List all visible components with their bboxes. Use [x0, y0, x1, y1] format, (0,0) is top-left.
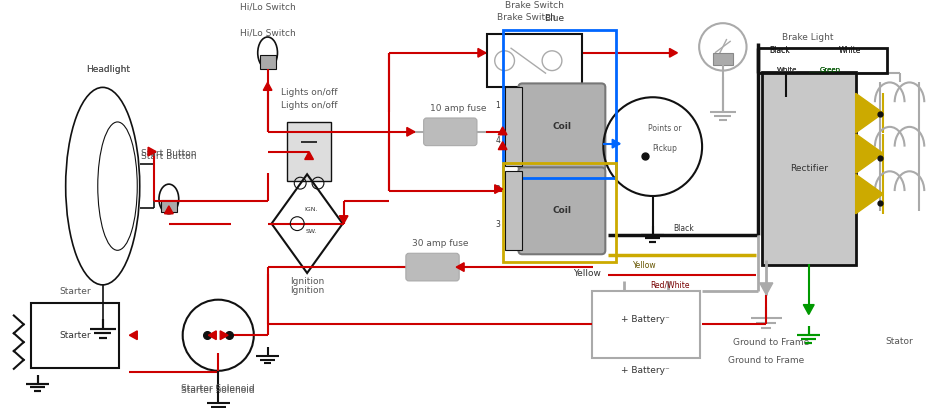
Polygon shape	[263, 83, 272, 90]
Polygon shape	[718, 56, 727, 65]
Text: Lights on/off: Lights on/off	[281, 88, 337, 97]
Text: Lights on/off: Lights on/off	[281, 101, 337, 110]
Polygon shape	[759, 283, 773, 295]
Polygon shape	[856, 134, 884, 173]
Bar	[287, 122, 331, 181]
Text: Start Button: Start Button	[141, 149, 197, 158]
Text: White: White	[839, 46, 862, 55]
Text: Rectifier: Rectifier	[790, 164, 828, 173]
Text: Blue: Blue	[544, 14, 564, 23]
Bar	[30, 303, 119, 368]
Text: Black: Black	[769, 46, 790, 55]
Text: Green: Green	[820, 67, 841, 73]
Text: White: White	[777, 67, 797, 73]
Text: + Battery⁻: + Battery⁻	[621, 366, 670, 375]
Text: Brake Light: Brake Light	[782, 32, 833, 41]
Text: Stator: Stator	[885, 337, 914, 346]
Text: Hi/Lo Switch: Hi/Lo Switch	[240, 29, 295, 38]
Text: SW.: SW.	[306, 229, 316, 234]
Polygon shape	[856, 174, 884, 214]
Text: Brake Switch: Brake Switch	[497, 13, 556, 22]
Text: Starter: Starter	[60, 287, 91, 296]
Bar	[759, 48, 886, 72]
Text: Coil: Coil	[552, 122, 571, 131]
Text: 30 amp fuse: 30 amp fuse	[412, 239, 469, 248]
Bar	[592, 291, 700, 358]
Polygon shape	[498, 127, 507, 135]
Polygon shape	[478, 48, 486, 57]
Polygon shape	[339, 216, 348, 224]
Polygon shape	[148, 147, 156, 156]
FancyBboxPatch shape	[406, 253, 459, 281]
Bar	[487, 34, 581, 88]
Bar	[161, 200, 177, 212]
Text: + Battery⁻: + Battery⁻	[621, 315, 670, 324]
FancyBboxPatch shape	[518, 83, 605, 170]
Bar	[761, 72, 856, 265]
Polygon shape	[856, 93, 884, 133]
Text: Headlight: Headlight	[85, 65, 130, 74]
Text: Headlight: Headlight	[85, 65, 130, 74]
Polygon shape	[803, 305, 814, 315]
Text: Ground to Frame: Ground to Frame	[733, 338, 810, 347]
Text: Starter Solenoid: Starter Solenoid	[182, 386, 255, 395]
Text: Ignition: Ignition	[290, 277, 324, 286]
Polygon shape	[670, 48, 677, 57]
Polygon shape	[165, 206, 173, 214]
Text: Red/White: Red/White	[650, 281, 689, 290]
Bar	[713, 53, 733, 65]
Text: Green: Green	[820, 67, 841, 73]
Polygon shape	[494, 185, 503, 193]
Text: Ground to Frame: Ground to Frame	[728, 356, 804, 365]
FancyBboxPatch shape	[423, 118, 477, 146]
Text: Starter: Starter	[60, 331, 91, 340]
FancyBboxPatch shape	[518, 167, 605, 254]
Text: White: White	[839, 46, 862, 55]
Polygon shape	[221, 331, 228, 339]
Text: 1: 1	[495, 101, 500, 110]
Polygon shape	[498, 142, 507, 150]
Polygon shape	[613, 139, 620, 148]
Polygon shape	[305, 152, 313, 160]
Bar	[503, 164, 616, 262]
Bar	[503, 30, 616, 178]
Text: Yellow: Yellow	[573, 269, 600, 278]
Text: 10 amp fuse: 10 amp fuse	[430, 103, 487, 112]
Text: Starter Solenoid: Starter Solenoid	[182, 384, 255, 393]
Text: Ignition: Ignition	[290, 286, 324, 295]
Text: 3: 3	[495, 220, 500, 229]
Text: White: White	[777, 67, 797, 73]
Bar	[505, 171, 523, 250]
Text: 4: 4	[495, 136, 500, 145]
Polygon shape	[456, 263, 464, 272]
Text: Yellow: Yellow	[633, 261, 656, 270]
Text: Black: Black	[673, 224, 694, 233]
Text: Start Button: Start Button	[141, 152, 197, 161]
Polygon shape	[407, 128, 415, 136]
Text: Coil: Coil	[552, 206, 571, 215]
Bar	[505, 88, 523, 166]
Polygon shape	[130, 331, 137, 339]
Polygon shape	[208, 331, 216, 339]
Text: Black: Black	[769, 46, 790, 55]
Text: Hi/Lo Switch: Hi/Lo Switch	[240, 3, 295, 12]
Text: Points or: Points or	[648, 124, 681, 133]
Text: 2: 2	[495, 184, 500, 193]
Text: Brake Switch: Brake Switch	[505, 1, 563, 10]
Text: Pickup: Pickup	[652, 144, 677, 153]
Text: IGN.: IGN.	[304, 207, 318, 212]
Bar	[259, 55, 276, 69]
